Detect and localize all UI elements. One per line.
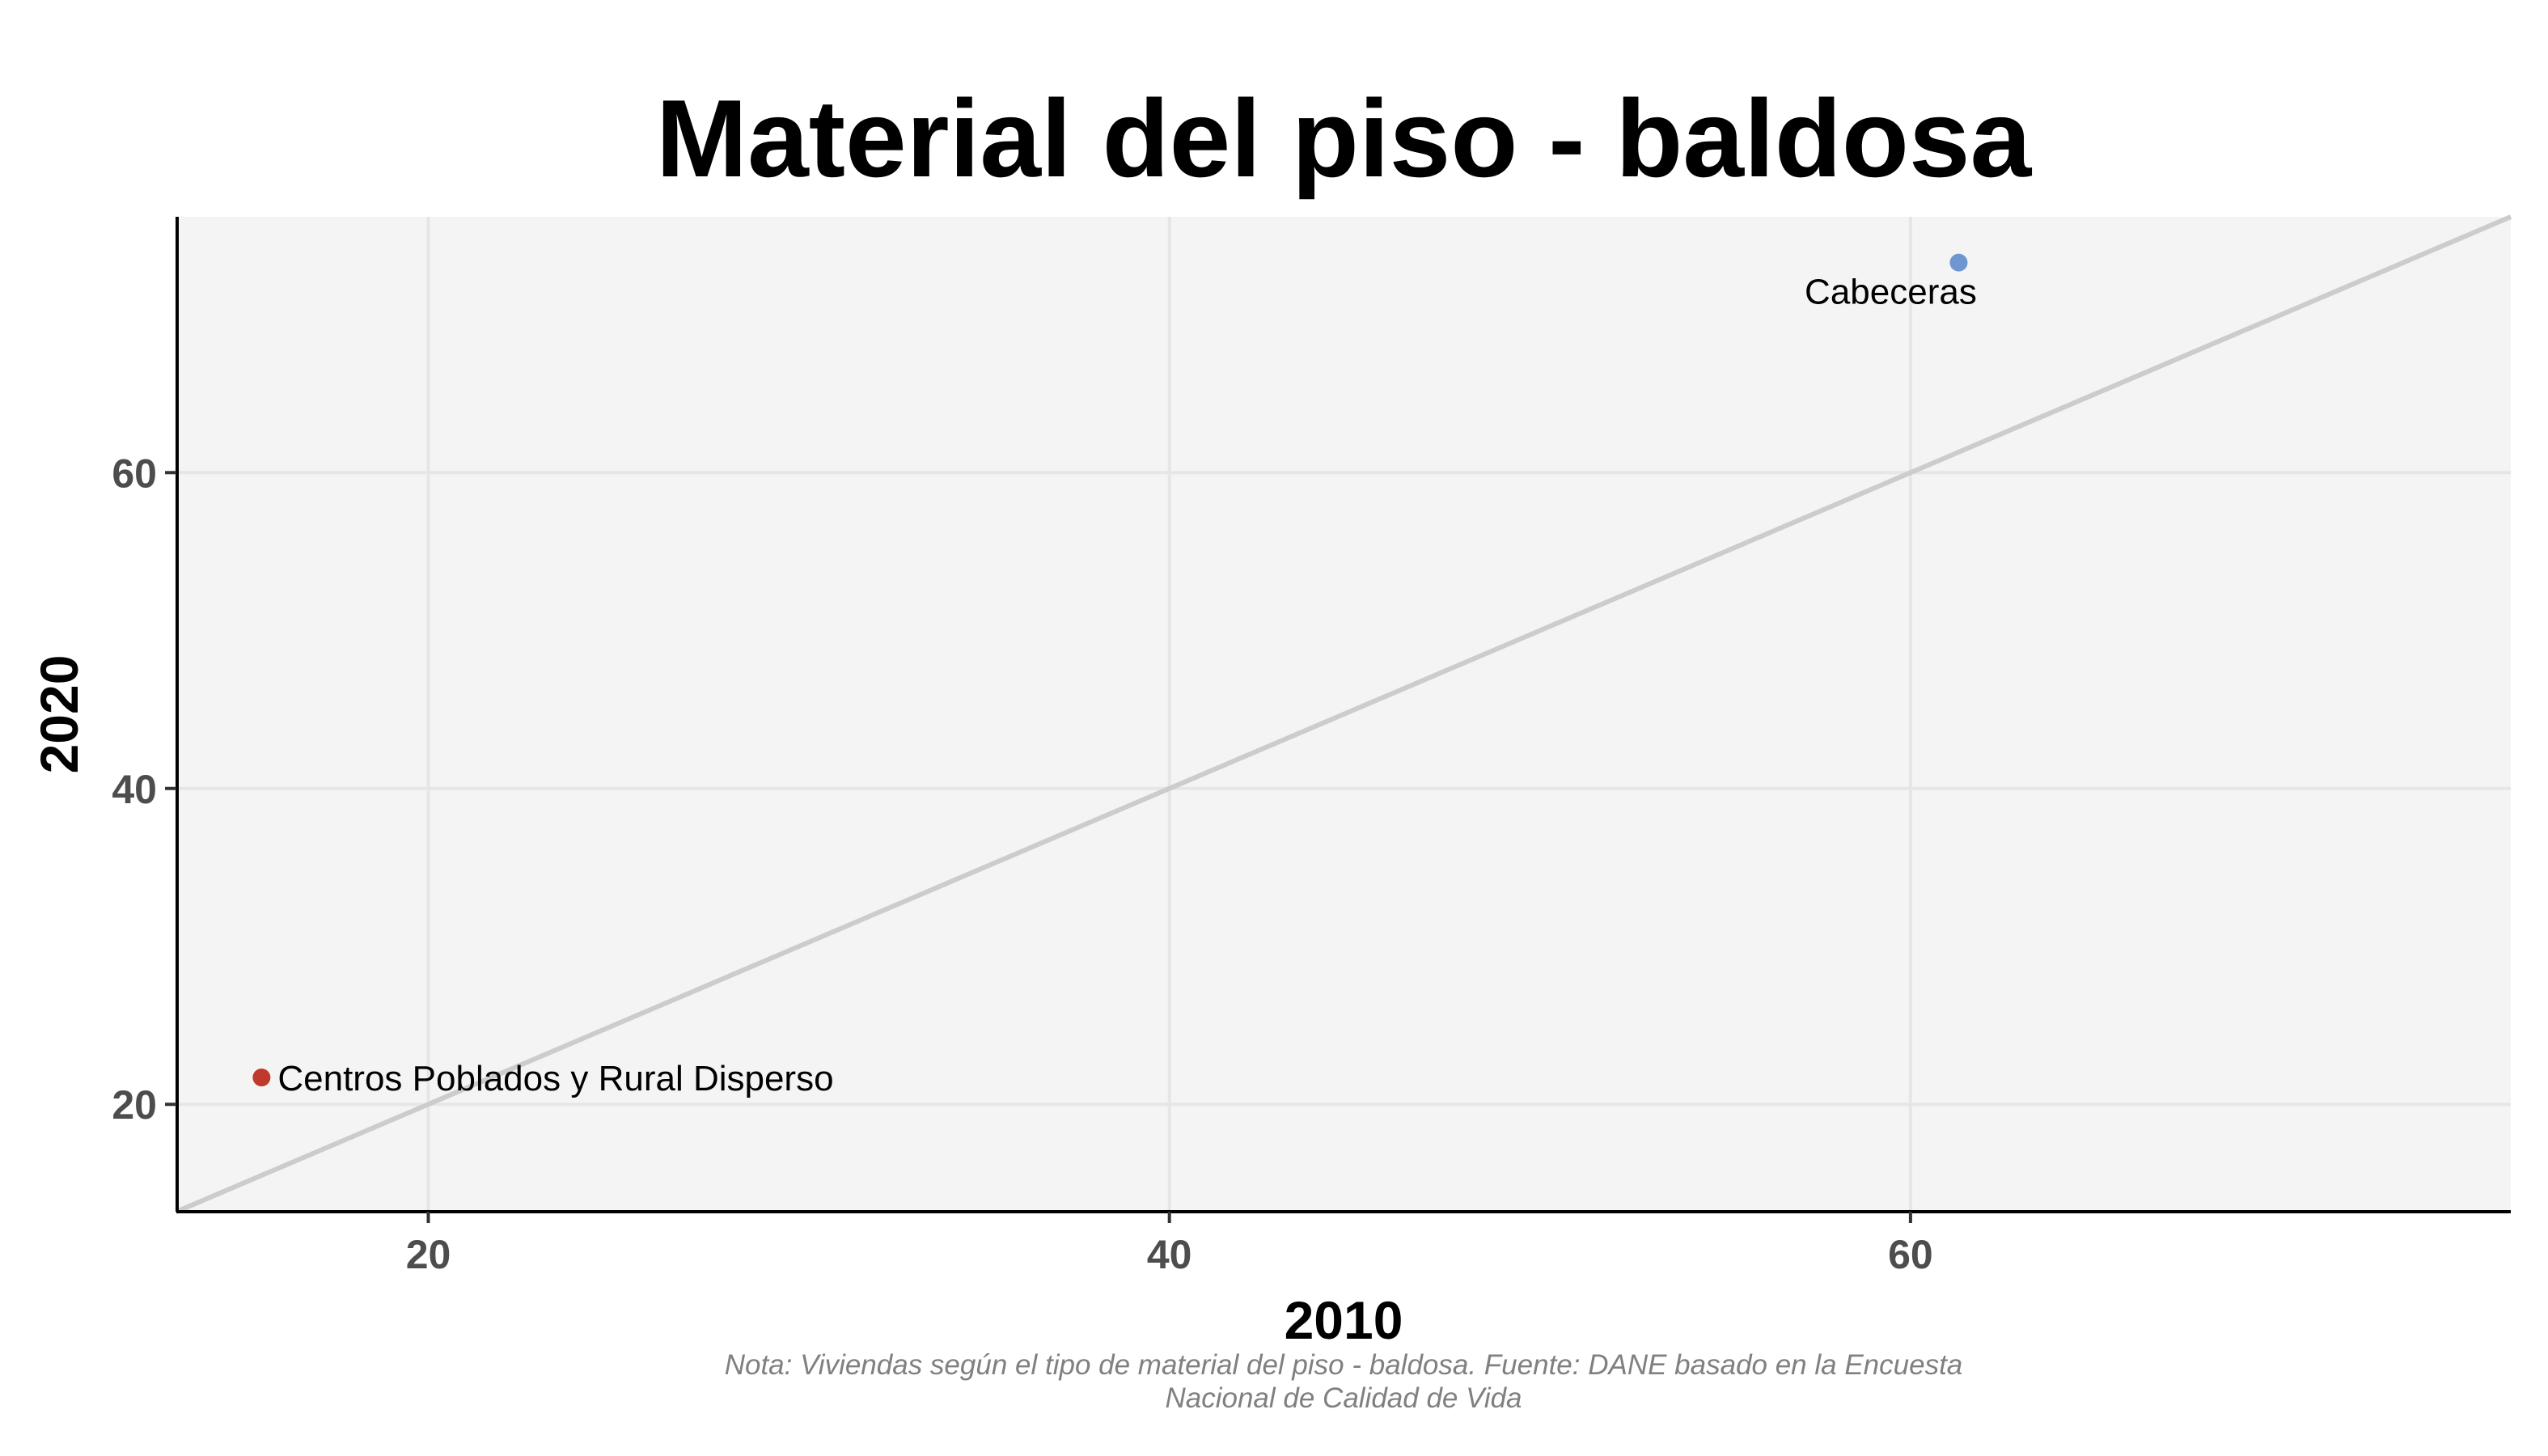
y-tick-label: 60 — [112, 451, 157, 496]
y-axis-title: 2020 — [29, 655, 89, 774]
point-label: Cabeceras — [1805, 273, 1977, 312]
y-tick-label: 40 — [112, 767, 157, 812]
x-tick-label: 60 — [1888, 1232, 1933, 1277]
scatter-point — [252, 1069, 271, 1087]
x-tick-label: 20 — [406, 1232, 451, 1277]
point-label: Centros Poblados y Rural Disperso — [277, 1059, 833, 1098]
caption-line-2: Nacional de Calidad de Vida — [1165, 1382, 1522, 1414]
x-axis-title: 2010 — [1285, 1290, 1403, 1350]
scatter-point — [1949, 253, 1968, 272]
axis-ticks: 20 40 60 20 40 60 — [112, 451, 1932, 1277]
grid-lines — [176, 217, 2511, 1212]
data-points: Centros Poblados y Rural Disperso Cabecer… — [252, 253, 1977, 1098]
x-tick-label: 40 — [1147, 1232, 1192, 1277]
reference-line-y-equals-x — [175, 214, 2512, 1214]
y-tick-label: 20 — [112, 1082, 157, 1128]
chart-title: Material del piso - baldosa — [656, 77, 2033, 200]
caption-line-1: Nota: Viviendas según el tipo de materia… — [725, 1349, 1963, 1381]
